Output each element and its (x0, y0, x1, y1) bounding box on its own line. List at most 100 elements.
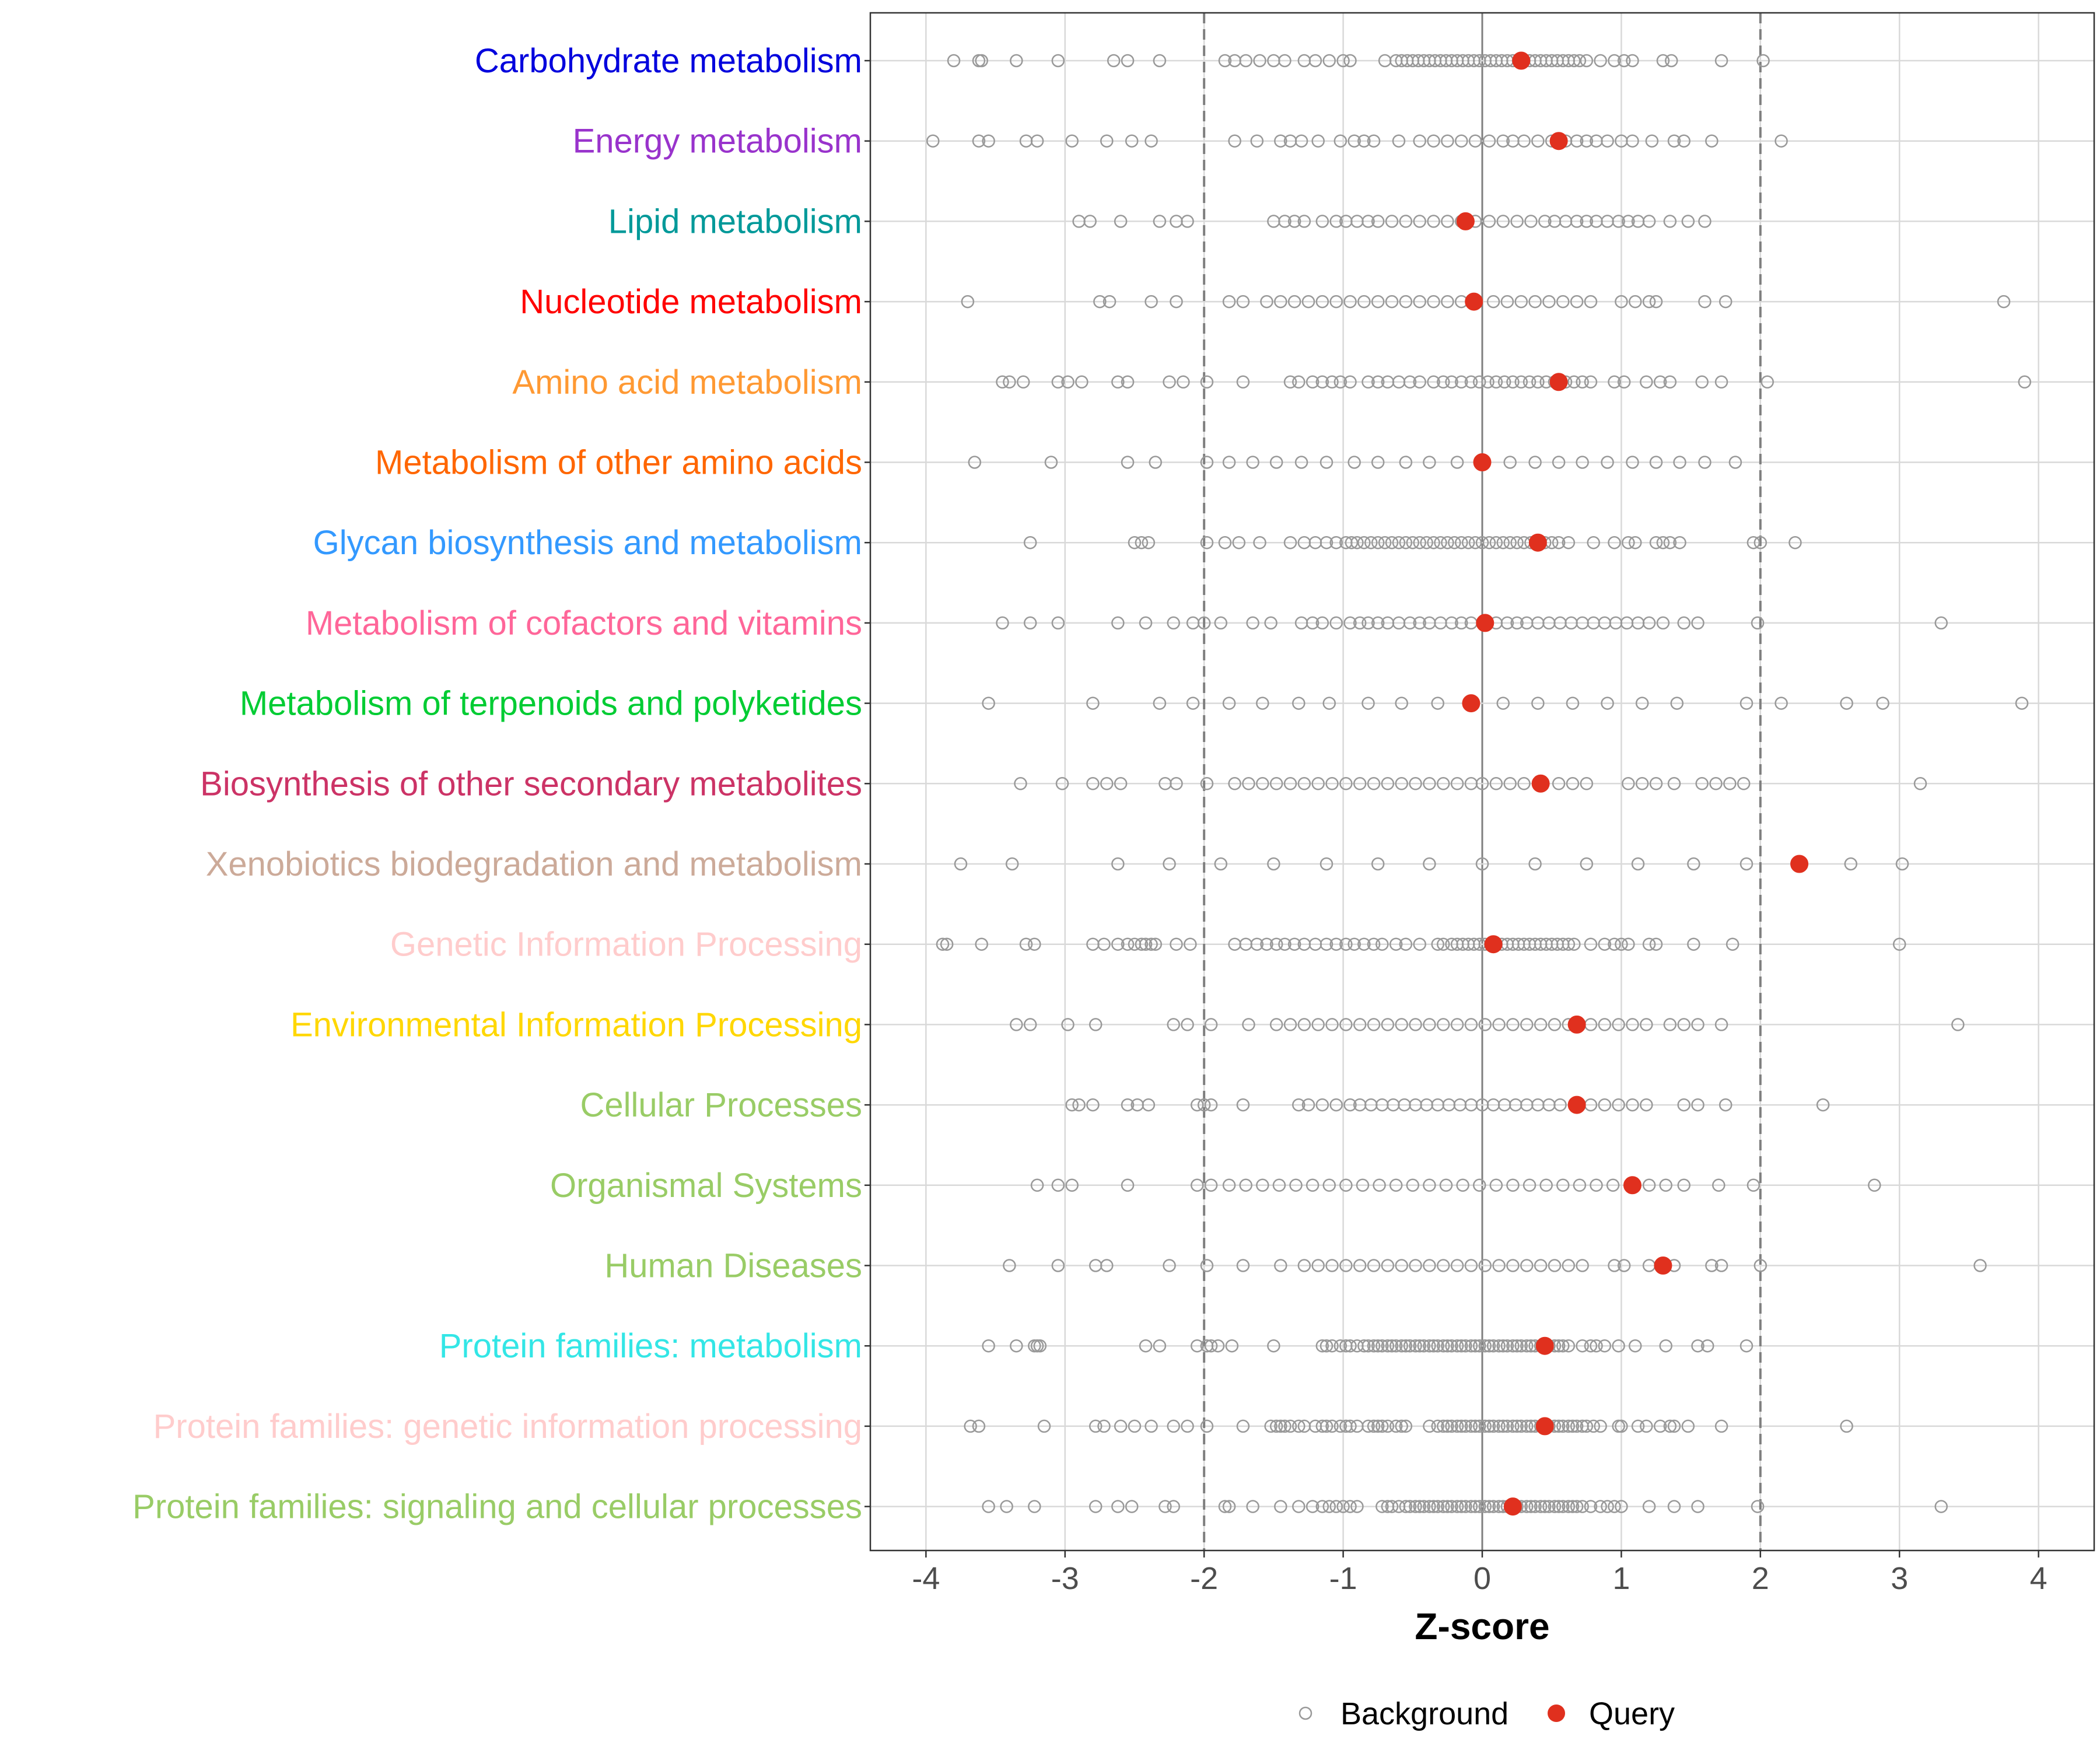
background-point (1514, 1339, 1528, 1353)
background-point (1677, 1178, 1690, 1192)
background-point (1635, 696, 1649, 710)
legend-background-label: Background (1340, 1696, 1508, 1731)
background-point (1357, 536, 1371, 550)
background-point (1441, 1419, 1454, 1433)
category-label: Organismal Systems (550, 1167, 862, 1205)
background-point (1381, 777, 1395, 790)
background-point (1272, 1178, 1286, 1192)
background-point (1339, 1259, 1353, 1272)
background-point (1695, 375, 1709, 389)
background-point (1274, 295, 1287, 309)
background-point (1709, 777, 1723, 790)
background-point (1584, 375, 1598, 389)
background-point (1598, 1098, 1612, 1112)
background-point (1336, 1500, 1350, 1513)
background-point (1003, 1259, 1016, 1272)
background-point (1325, 375, 1339, 389)
background-point (1594, 54, 1607, 68)
background-point (1381, 1419, 1395, 1433)
background-point (1329, 295, 1343, 309)
background-point (1343, 295, 1357, 309)
background-point (1617, 375, 1631, 389)
background-point (1385, 295, 1399, 309)
background-point (1350, 1500, 1364, 1513)
background-point (1181, 1419, 1194, 1433)
background-point (1061, 375, 1074, 389)
background-point (1311, 1018, 1325, 1031)
x-tick-label: 1 (1612, 1561, 1630, 1596)
background-point (1573, 54, 1587, 68)
background-point (1423, 456, 1436, 469)
background-point (1556, 1339, 1570, 1353)
background-point (1615, 295, 1628, 309)
background-point (1840, 1419, 1853, 1433)
background-point (1325, 1259, 1339, 1272)
category-label: Protein families: metabolism (439, 1327, 862, 1365)
background-point (1343, 1500, 1357, 1513)
background-point (1934, 1500, 1948, 1513)
background-point (1436, 1259, 1450, 1272)
background-point (1364, 536, 1378, 550)
background-point (1325, 1339, 1339, 1353)
background-point (1135, 536, 1149, 550)
background-point (1566, 696, 1580, 710)
background-point (1698, 215, 1712, 228)
background-point (1482, 1500, 1496, 1513)
background-point (1260, 295, 1273, 309)
background-point (1350, 536, 1364, 550)
background-point (1584, 295, 1598, 309)
background-point (1399, 215, 1413, 228)
background-point (1072, 1098, 1086, 1112)
background-point (1524, 1500, 1538, 1513)
background-point (1528, 295, 1542, 309)
background-point (1434, 536, 1447, 550)
background-point (1423, 777, 1436, 790)
background-point (1645, 134, 1659, 148)
background-point (1464, 1339, 1478, 1353)
background-point (1125, 134, 1139, 148)
background-point (1343, 1339, 1357, 1353)
background-point (1567, 937, 1581, 951)
background-point (1010, 54, 1023, 68)
background-point (1700, 1339, 1714, 1353)
background-point (1236, 1419, 1250, 1433)
background-point (1445, 616, 1458, 630)
background-point (1204, 1098, 1218, 1112)
background-point (1315, 295, 1329, 309)
background-point (1587, 536, 1600, 550)
background-point (1357, 937, 1371, 951)
background-point (1403, 616, 1417, 630)
background-point (1436, 375, 1450, 389)
background-point (1329, 215, 1343, 228)
background-point (1170, 937, 1183, 951)
category-label: Metabolism of cofactors and vitamins (306, 604, 862, 642)
background-point (1576, 1500, 1589, 1513)
background-point (1868, 1178, 1881, 1192)
background-point (1121, 1098, 1135, 1112)
background-point (1612, 215, 1625, 228)
background-point (972, 134, 986, 148)
background-point (1615, 937, 1628, 951)
background-point (1714, 54, 1728, 68)
background-point (1144, 1419, 1158, 1433)
background-point (1395, 696, 1408, 710)
background-point (1121, 1178, 1135, 1192)
background-point (1514, 1419, 1528, 1433)
background-point (1197, 616, 1211, 630)
background-point (1538, 215, 1552, 228)
background-point (1086, 1098, 1100, 1112)
background-point (1278, 215, 1292, 228)
background-point (1239, 54, 1252, 68)
background-point (1570, 215, 1584, 228)
background-point (1367, 1419, 1381, 1433)
background-point (1573, 1178, 1587, 1192)
background-point (1608, 1500, 1621, 1513)
background-point (1088, 1419, 1102, 1433)
background-point (1642, 937, 1656, 951)
background-point (1656, 616, 1670, 630)
background-point (1492, 1419, 1506, 1433)
background-point (1450, 1259, 1464, 1272)
background-point (1622, 777, 1635, 790)
background-point (1030, 134, 1044, 148)
background-point (1200, 1419, 1214, 1433)
